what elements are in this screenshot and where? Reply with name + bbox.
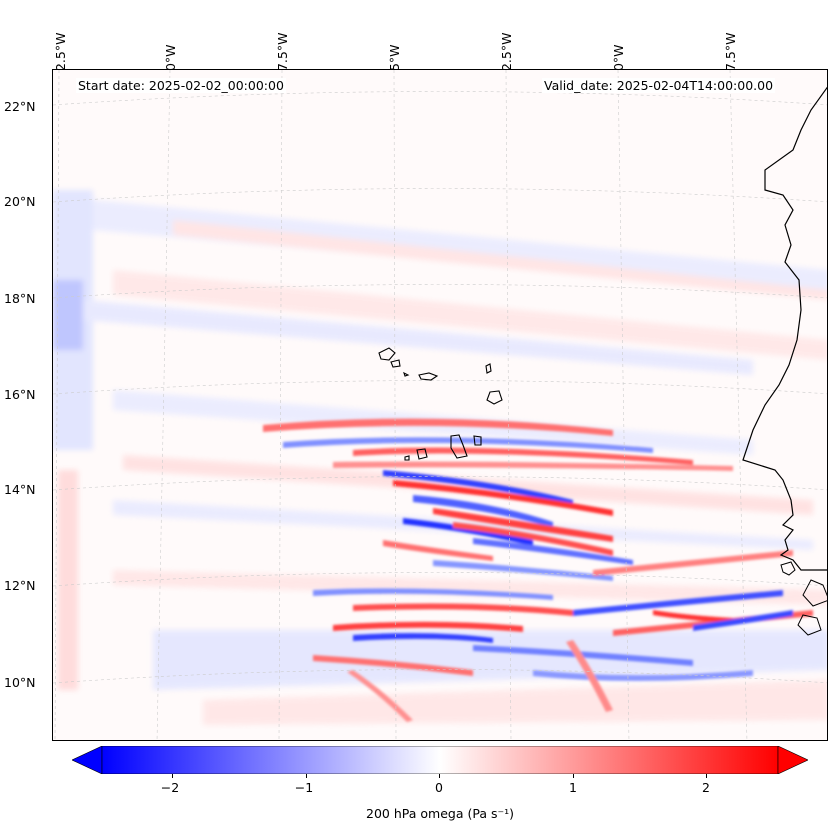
colorbar-tick-neg1: −1 <box>294 780 314 795</box>
bijagos-islands <box>780 561 827 636</box>
colorbar-tickmark <box>439 774 440 778</box>
colorbar-tick-1: 1 <box>569 780 577 795</box>
graticule <box>53 70 827 740</box>
lat-label-14n: 14°N <box>4 482 36 497</box>
colorbar-tick-0: 0 <box>435 780 443 795</box>
lat-label-12n: 12°N <box>4 578 36 593</box>
start-date-label: Start date: 2025-02-02_00:00:00 <box>76 78 286 93</box>
colorbar-label: 200 hPa omega (Pa s⁻¹) <box>366 806 514 821</box>
colorbar-tickmark <box>573 774 574 778</box>
lat-label-20n: 20°N <box>4 194 36 209</box>
colorbar-tick-neg2: −2 <box>160 780 180 795</box>
colorbar-max-extend <box>777 746 808 774</box>
colorbar-tickmark <box>306 774 307 778</box>
lat-label-10n: 10°N <box>4 675 36 690</box>
colorbar-gradient <box>101 746 779 774</box>
colorbar-tick-2: 2 <box>702 780 710 795</box>
colorbar-tickmark <box>706 774 707 778</box>
colorbar <box>72 746 808 774</box>
omega-field-svg <box>53 70 827 740</box>
lat-label-16n: 16°N <box>4 387 36 402</box>
cape-verde-islands <box>378 347 503 461</box>
valid-date-label: Valid_date: 2025-02-04T14:00:00.00 <box>542 78 776 93</box>
africa-coastline <box>742 86 827 571</box>
colorbar-tickmark <box>172 774 173 778</box>
lat-label-22n: 22°N <box>4 99 36 114</box>
omega-wave-train <box>263 418 813 722</box>
colorbar-min-extend <box>72 746 103 774</box>
lat-label-18n: 18°N <box>4 291 36 306</box>
omega-map[interactable] <box>52 69 828 741</box>
